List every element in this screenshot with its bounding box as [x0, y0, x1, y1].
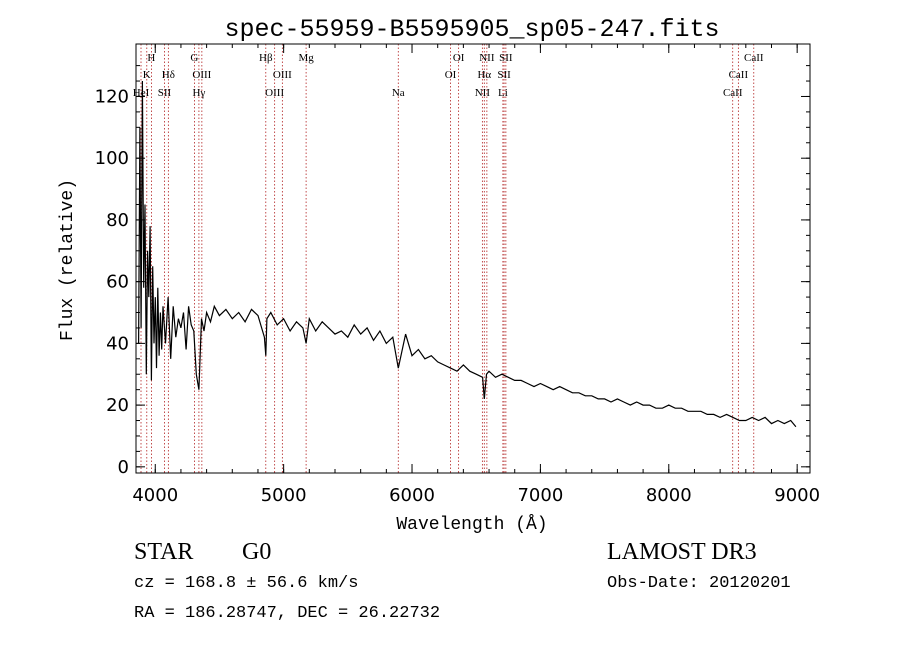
line-label: Hγ: [193, 87, 206, 99]
x-axis-label: Wavelength (Å): [396, 514, 547, 535]
x-tick-label: 6000: [389, 485, 435, 506]
plot-frame: [135, 43, 811, 474]
line-label: Hα: [477, 69, 491, 81]
line-label: OIII: [192, 69, 211, 81]
y-tick-label: 20: [106, 395, 129, 416]
line-label: Mg: [298, 52, 314, 64]
line-label: CaII: [729, 69, 749, 81]
y-tick-label: 0: [118, 457, 129, 478]
x-tick-label: 9000: [774, 485, 820, 506]
x-tick-label: 7000: [517, 485, 563, 506]
chart-title: spec-55959-B5595905_sp05-247.fits: [224, 15, 719, 44]
line-label: OIII: [273, 69, 292, 81]
line-label: NII: [479, 52, 495, 64]
line-label: SII: [499, 52, 513, 64]
y-axis-label: Flux (relative): [58, 179, 78, 341]
line-label: SII: [497, 69, 511, 81]
object-subclass: G0: [242, 539, 272, 565]
line-label: K: [143, 69, 151, 81]
line-label: Hβ: [259, 52, 273, 64]
line-label: G: [190, 52, 198, 64]
spectrum-line: [138, 80, 797, 428]
x-tick-label: 8000: [646, 485, 692, 506]
redshift-velocity: cz = 168.8 ± 56.6 km/s: [134, 574, 359, 593]
line-label: Hδ: [162, 69, 175, 81]
line-label: HeI: [133, 87, 150, 99]
emission-line-markers: [140, 44, 755, 473]
y-axis-ticks: 0 20 40 60 80 100 120: [95, 65, 810, 478]
y-tick-label: 40: [106, 333, 129, 354]
line-label: SII: [158, 87, 172, 99]
line-label: Na: [392, 87, 405, 99]
line-label: OIII: [265, 87, 284, 99]
x-tick-label: 4000: [132, 485, 178, 506]
x-axis-ticks: 4000 5000 6000 7000 8000 9000: [132, 44, 820, 506]
line-label: CaII: [723, 87, 743, 99]
line-label: Li: [498, 87, 508, 99]
line-label: NII: [475, 87, 491, 99]
observation-date: Obs-Date: 20120201: [607, 574, 791, 593]
x-tick-label: 5000: [261, 485, 307, 506]
survey-name: LAMOST DR3: [607, 539, 757, 565]
line-label: OI: [453, 52, 465, 64]
y-tick-label: 60: [106, 272, 129, 293]
y-tick-label: 120: [95, 86, 129, 107]
object-class: STAR: [134, 539, 194, 565]
line-label: H: [147, 52, 155, 64]
line-label: OI: [445, 69, 457, 81]
y-tick-label: 100: [95, 148, 129, 169]
line-label: CaII: [744, 52, 764, 64]
coordinates: RA = 186.28747, DEC = 26.22732: [134, 604, 441, 623]
y-tick-label: 80: [106, 210, 129, 231]
